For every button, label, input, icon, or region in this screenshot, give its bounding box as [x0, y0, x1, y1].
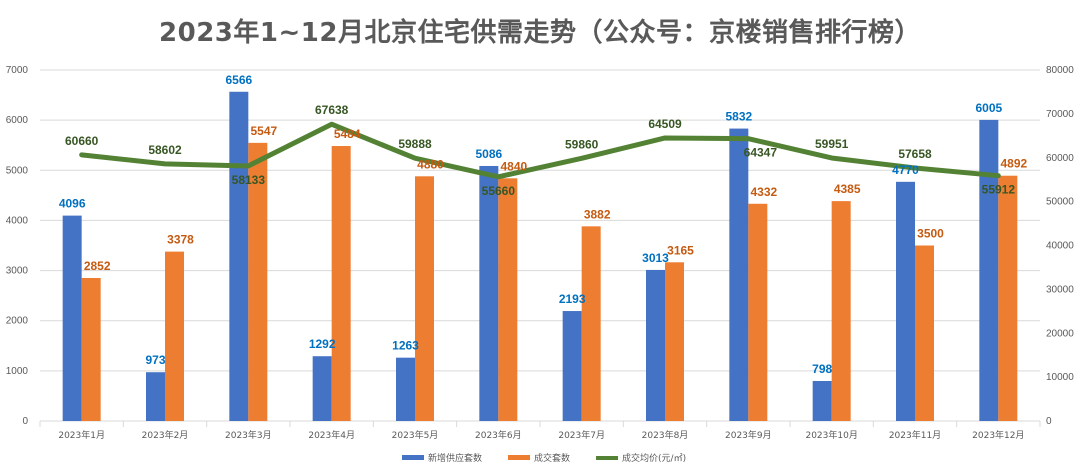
right-tick-label: 70000	[1046, 109, 1074, 120]
line-data-label: 55912	[982, 183, 1016, 197]
bar-data-label: 4332	[750, 185, 777, 199]
bar-data-label: 2193	[559, 292, 586, 306]
line-data-label: 57658	[898, 147, 932, 161]
bar-deal	[581, 226, 601, 421]
legend-label: 成交套数	[534, 452, 570, 464]
right-tick-label: 50000	[1046, 197, 1074, 208]
right-tick-label: 40000	[1046, 241, 1074, 252]
bar-data-label: 3500	[917, 227, 944, 241]
bar-data-label: 4892	[1000, 157, 1027, 171]
left-tick-label: 0	[22, 416, 28, 427]
line-data-label: 58133	[232, 173, 266, 187]
bar-data-label: 5086	[475, 147, 502, 161]
bar-deal	[165, 251, 184, 421]
left-tick-label: 4000	[6, 215, 29, 226]
line-data-label: 60660	[65, 134, 99, 148]
category-label: 2023年11月	[889, 429, 941, 441]
bar-deal	[415, 176, 434, 421]
bar-data-label: 4770	[892, 163, 919, 177]
line-data-label: 55660	[482, 184, 516, 198]
category-label: 2023年8月	[642, 429, 689, 441]
line-data-label: 59860	[565, 137, 599, 151]
chart-title: 2023年1~12月北京住宅供需走势（公众号：京楼销售排行榜）	[159, 18, 921, 48]
left-tick-label: 1000	[6, 366, 29, 377]
bar-data-label: 3882	[584, 207, 611, 221]
left-tick-label: 5000	[6, 165, 29, 176]
bar-deal	[665, 262, 684, 421]
bar-data-label: 798	[812, 362, 832, 376]
left-tick-label: 7000	[6, 65, 29, 76]
legend-swatch	[508, 455, 531, 460]
bar-data-label: 4385	[834, 182, 861, 196]
right-tick-label: 30000	[1046, 284, 1074, 295]
bar-deal	[831, 201, 851, 421]
bar-supply	[812, 380, 832, 421]
legend-swatch	[402, 455, 424, 460]
legend-label: 成交均价(元/㎡)	[622, 452, 686, 464]
bar-data-label: 5484	[334, 127, 361, 141]
line-data-label: 67638	[315, 103, 349, 117]
bar-data-label: 6566	[225, 73, 252, 87]
bar-data-label: 4840	[500, 159, 527, 173]
category-label: 2023年9月	[725, 429, 772, 441]
left-tick-label: 2000	[6, 316, 29, 327]
bar-data-label: 4880	[417, 157, 444, 171]
category-label: 2023年4月	[308, 429, 355, 441]
bar-deal	[498, 178, 518, 421]
right-tick-label: 20000	[1046, 328, 1074, 339]
bar-supply	[896, 181, 915, 421]
category-label: 2023年6月	[475, 429, 522, 441]
bar-supply	[312, 356, 332, 421]
bar-data-label: 3013	[642, 251, 669, 265]
bar-supply	[396, 357, 415, 421]
bar-supply	[62, 215, 82, 421]
bar-supply	[729, 128, 749, 421]
right-tick-label: 0	[1046, 416, 1052, 427]
bar-data-label: 6005	[975, 101, 1002, 115]
bar-data-label: 973	[145, 353, 165, 367]
category-label: 2023年12月	[972, 429, 1024, 441]
right-tick-label: 10000	[1046, 372, 1074, 383]
line-data-label: 58602	[148, 143, 182, 157]
bar-supply	[646, 269, 665, 421]
bar-data-label: 1263	[392, 339, 419, 353]
line-data-label: 59888	[398, 137, 432, 151]
left-tick-label: 3000	[6, 266, 29, 277]
category-label: 2023年1月	[58, 429, 105, 441]
bar-data-label: 3378	[167, 233, 194, 247]
bar-deal	[915, 245, 934, 421]
bar-data-label: 5547	[250, 124, 277, 138]
bar-data-label: 4096	[59, 197, 86, 211]
bar-data-label: 5832	[725, 110, 752, 124]
category-label: 2023年2月	[142, 429, 189, 441]
bar-supply	[229, 91, 249, 422]
bar-deal	[248, 142, 268, 421]
bar-deal	[998, 175, 1018, 421]
bar-supply	[146, 372, 165, 421]
bar-data-label: 2852	[84, 259, 111, 273]
bar-supply	[562, 311, 582, 421]
right-tick-label: 60000	[1046, 153, 1074, 164]
category-label: 2023年3月	[225, 429, 272, 441]
bar-data-label: 1292	[309, 337, 336, 351]
line-data-label: 64509	[648, 117, 682, 131]
bar-deal	[331, 146, 351, 421]
bar-deal	[81, 277, 101, 421]
bar-supply	[479, 165, 499, 421]
right-tick-label: 80000	[1046, 65, 1074, 76]
line-data-label: 64347	[744, 146, 778, 160]
category-label: 2023年5月	[392, 429, 439, 441]
bar-deal	[748, 203, 768, 421]
line-data-label: 59951	[815, 137, 849, 151]
legend-label: 新增供应套数	[428, 452, 482, 464]
category-label: 2023年10月	[805, 429, 857, 441]
left-tick-label: 6000	[6, 115, 29, 126]
price-line	[79, 121, 1001, 180]
bar-supply	[979, 119, 999, 421]
category-label: 2023年7月	[558, 429, 605, 441]
bar-data-label: 3165	[667, 243, 694, 257]
